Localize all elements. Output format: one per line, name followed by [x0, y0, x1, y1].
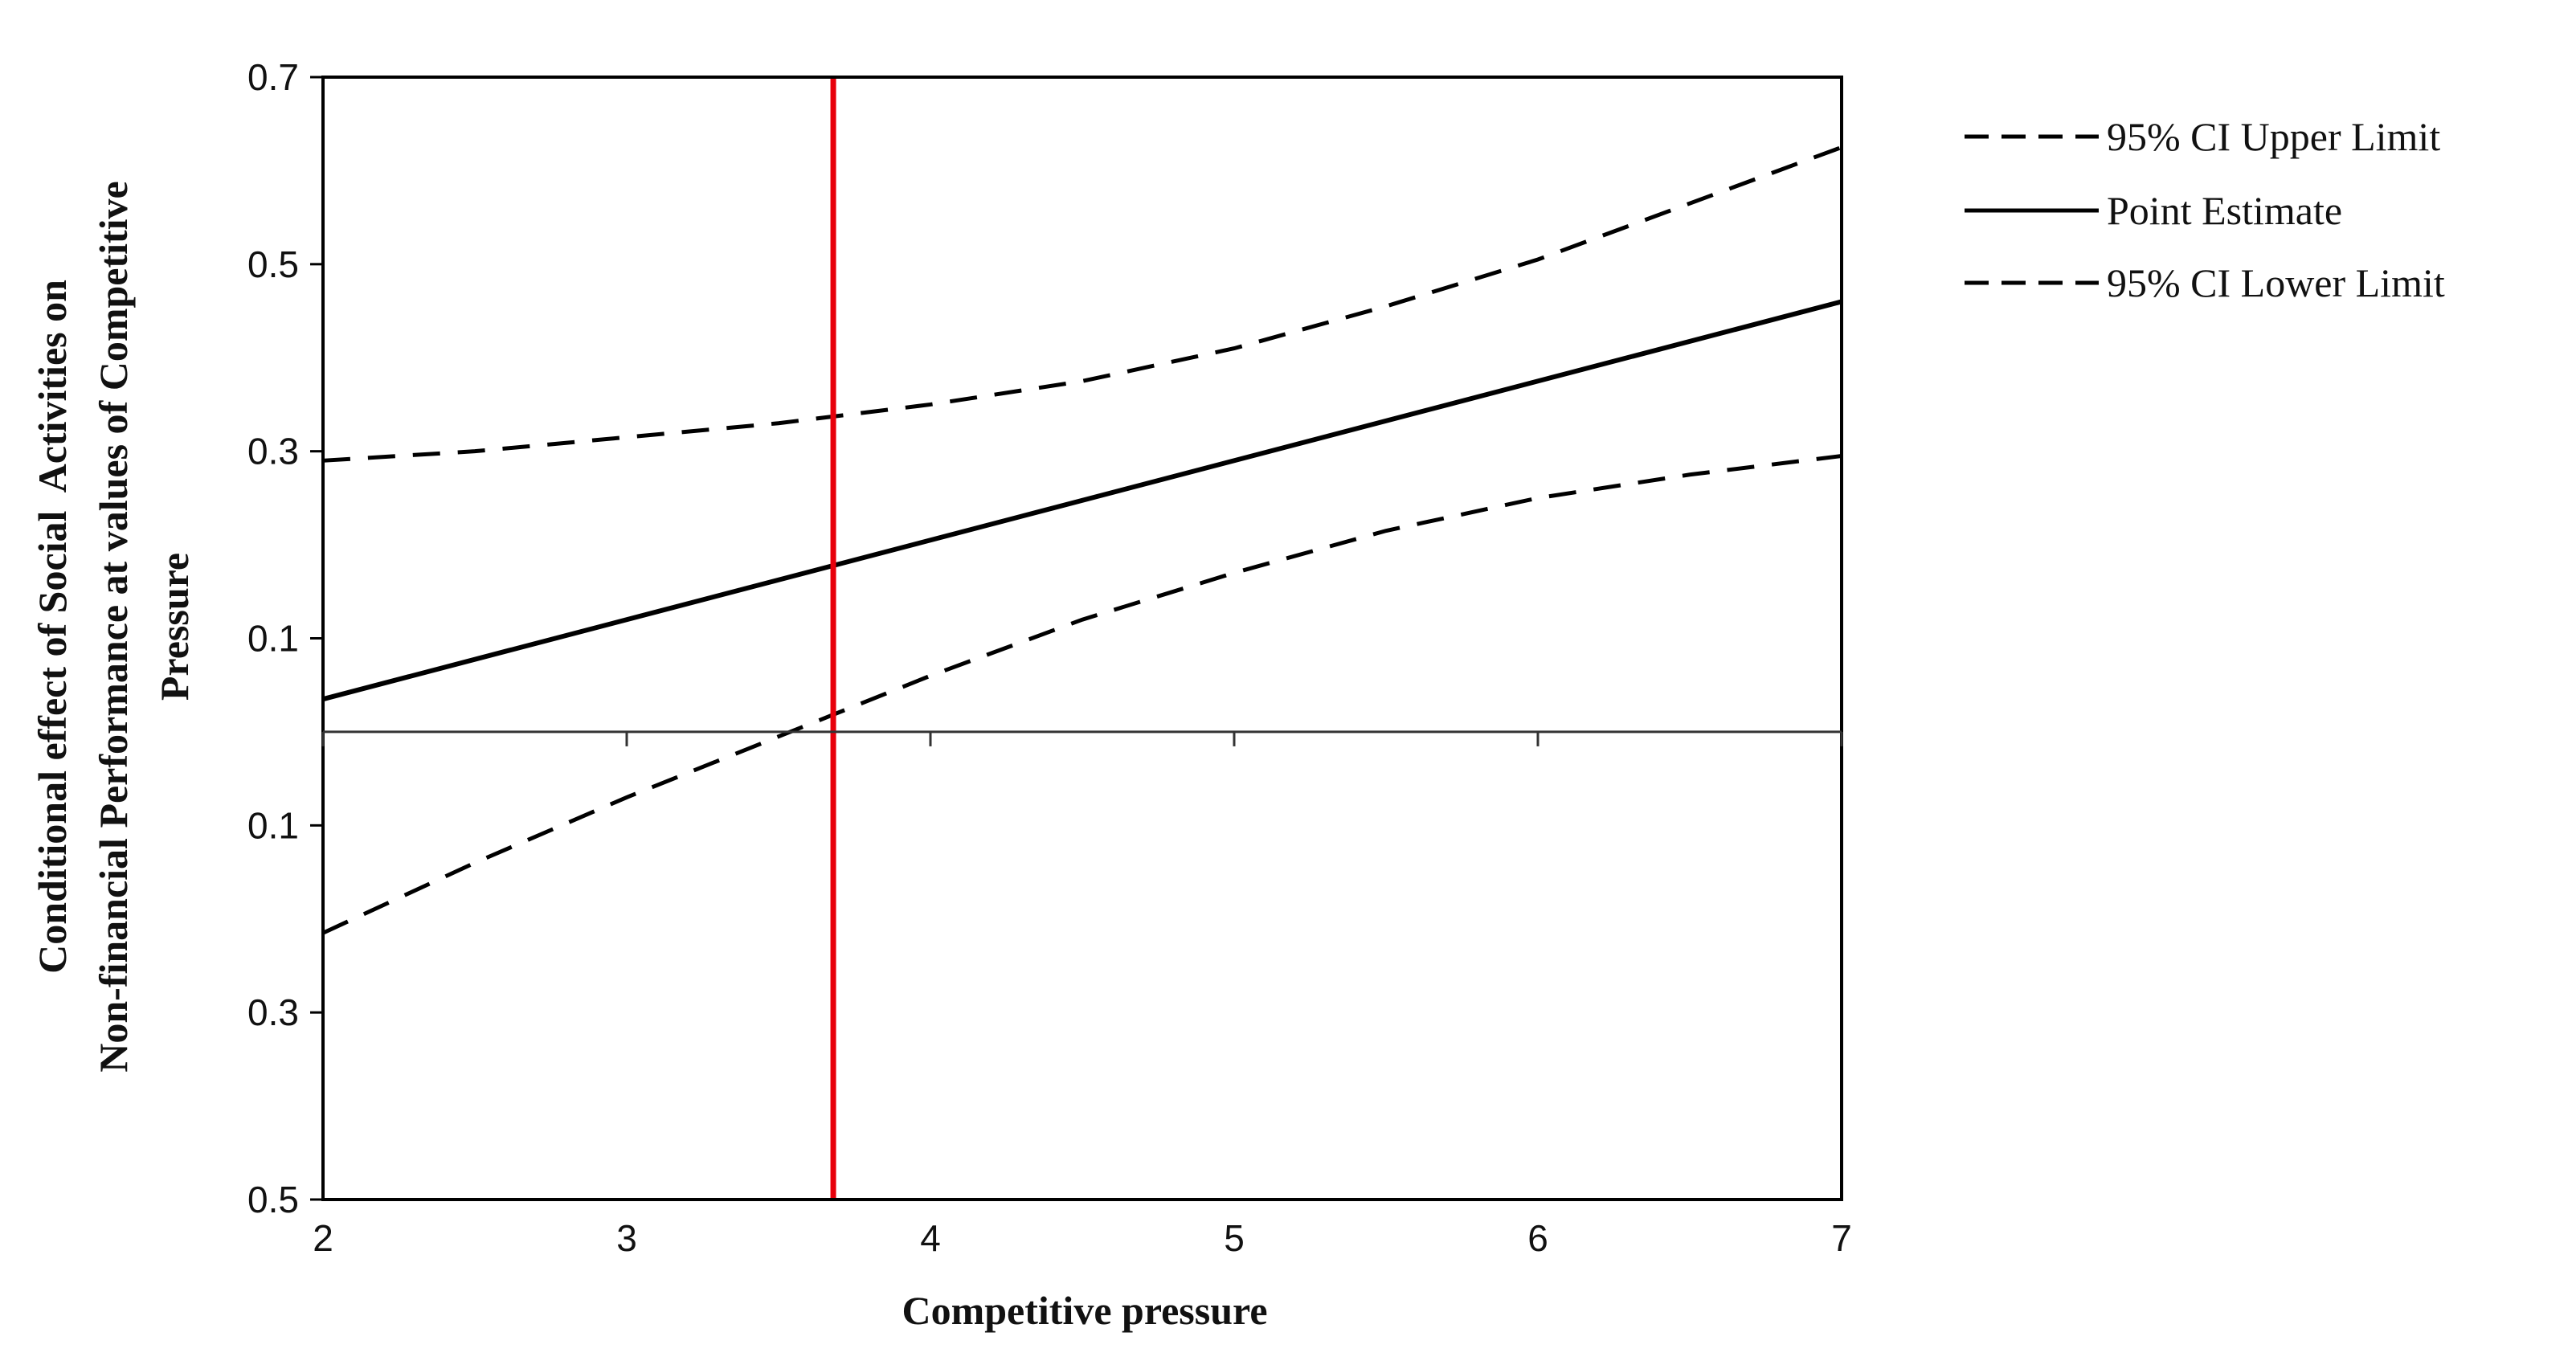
axes: 2 3 4 5 6 7 0.7 0.5 0.3 0.1 0.1 0.3 0.5: [247, 56, 1852, 1259]
series-layer: [321, 145, 1842, 935]
y-tick-label: 0.3: [247, 991, 299, 1033]
y-axis-title-line: Conditional effect of Social Activities …: [30, 280, 75, 974]
y-tick-label: 0.5: [247, 1179, 299, 1220]
y-axis-title: Conditional effect of Social Activities …: [30, 181, 197, 1073]
y-axis-title-line: Non-financial Performance at values of C…: [91, 181, 136, 1073]
x-axis-title: Competitive pressure: [902, 1288, 1267, 1333]
y-axis-title-line: Pressure: [152, 553, 197, 701]
x-tick-label: 4: [920, 1217, 941, 1259]
series-line-3: [321, 454, 1842, 935]
x-tick-label: 5: [1224, 1217, 1245, 1259]
x-tick-label: 6: [1527, 1217, 1548, 1259]
series-line-1: [322, 145, 1842, 463]
y-tick-label: 0.5: [247, 243, 299, 285]
legend-label: 95% CI Lower Limit: [2107, 260, 2445, 305]
x-tick-label: 3: [616, 1217, 637, 1259]
legend: 95% CI Upper Limit Point Estimate 95% CI L…: [1965, 114, 2445, 305]
y-tick-label: 0.1: [247, 618, 299, 660]
y-tick-label: 0.7: [247, 56, 299, 98]
x-tick-label: 2: [313, 1217, 333, 1259]
x-tick-label: 7: [1831, 1217, 1852, 1259]
legend-label: Point Estimate: [2107, 188, 2342, 233]
legend-label: 95% CI Upper Limit: [2107, 114, 2440, 159]
series-line-2: [322, 299, 1842, 702]
y-tick-label: 0.1: [247, 804, 299, 846]
y-tick-label: 0.3: [247, 431, 299, 472]
